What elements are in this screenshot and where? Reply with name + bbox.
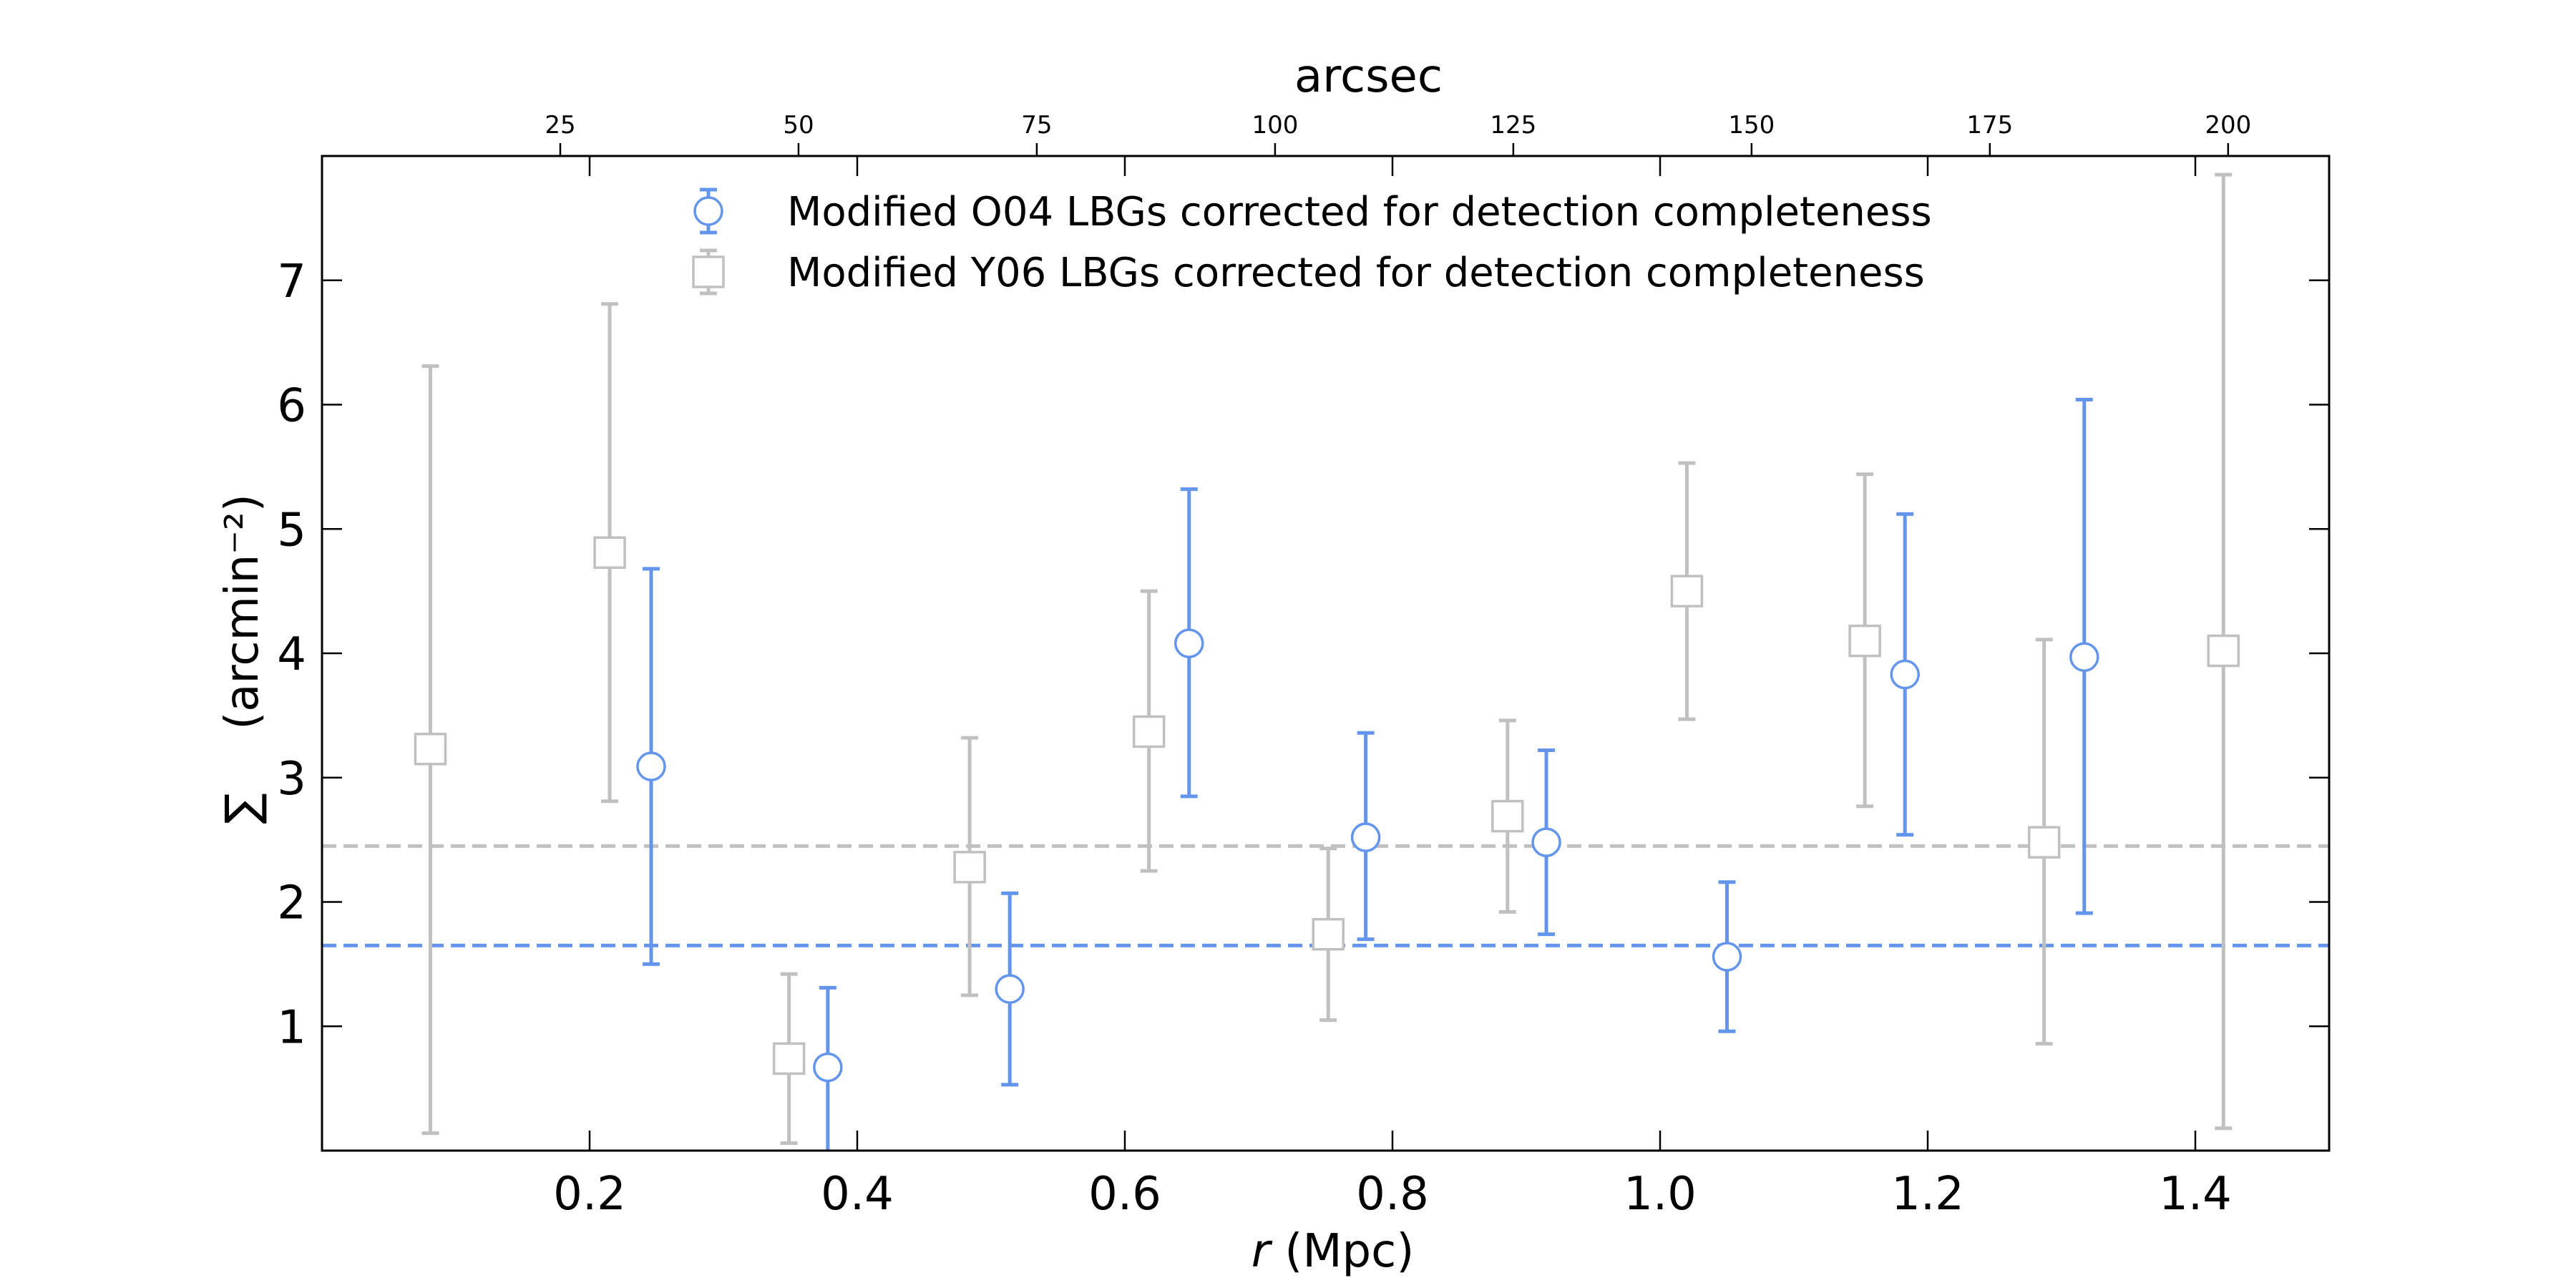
top-tick-label: 125 [1490, 111, 1536, 140]
x-tick-label: 1.4 [2159, 1168, 2232, 1221]
legend-label: Modified O04 LBGs corrected for detectio… [787, 189, 1932, 235]
top-tick-label: 150 [1728, 111, 1775, 140]
top-tick-label: 25 [545, 111, 575, 140]
data-point-square [1312, 917, 1345, 951]
data-point-square [414, 733, 447, 766]
y-axis-title: ∑ (arcmin⁻²) [216, 494, 269, 824]
legend: Modified O04 LBGs corrected for detectio… [692, 187, 1932, 296]
top-tick-label: 75 [1021, 111, 1052, 140]
data-point-square [1848, 624, 1881, 658]
data-point-square [953, 851, 986, 884]
y-tick-label: 5 [277, 504, 306, 557]
y-tick-label: 2 [277, 877, 306, 930]
x-axis-title: r (Mpc) [1252, 1225, 1415, 1278]
data-point-square [2027, 826, 2061, 859]
data-point-circle [1890, 659, 1920, 690]
y-axis-sigma-symbol: ∑ [216, 793, 269, 824]
data-series [414, 172, 2240, 1151]
data-point-circle [1531, 827, 1561, 857]
data-point-square [2207, 634, 2240, 668]
y-tick-label: 3 [277, 753, 306, 806]
x-tick-label: 1.2 [1891, 1168, 1964, 1221]
data-point-circle [636, 751, 666, 781]
data-point-circle [1174, 628, 1204, 658]
plot-frame [321, 155, 2331, 1152]
x-axis-variable: r [1252, 1225, 1273, 1278]
data-point-square [1491, 799, 1524, 833]
legend-marker-square [692, 255, 725, 288]
data-point-circle [1350, 822, 1381, 852]
data-point-square [772, 1042, 806, 1075]
data-point-circle [1712, 942, 1742, 972]
y-tick-label: 1 [277, 1001, 306, 1054]
top-tick-label: 50 [783, 111, 814, 140]
x-axis-unit: (Mpc) [1270, 1225, 1414, 1278]
data-point-circle [2069, 642, 2099, 672]
mean-lines [322, 844, 2329, 947]
y-axis-unit: (arcmin⁻²) [216, 494, 269, 729]
y-tick-label: 4 [277, 628, 306, 681]
legend-label: Modified Y06 LBGs corrected for detectio… [787, 250, 1925, 296]
y-tick-label: 6 [277, 380, 306, 433]
axis-ticks: 0.2 0.4 0.6 0.8 1.0 1.2 1.4 1 2 3 4 5 6 7 25 50 75 100 125… [277, 111, 2329, 1221]
x-tick-label: 0.2 [553, 1168, 626, 1221]
y-tick-label: 7 [277, 255, 306, 308]
x-tick-label: 0.6 [1088, 1168, 1161, 1221]
x-tick-label: 0.8 [1356, 1168, 1429, 1221]
data-point-square [593, 536, 626, 570]
data-point-circle [813, 1052, 843, 1083]
x-tick-label: 1.0 [1624, 1168, 1697, 1221]
top-tick-label: 100 [1252, 111, 1298, 140]
data-point-square [1670, 575, 1704, 608]
top-axis-title: arcsec [1294, 50, 1443, 103]
data-point-square [1132, 715, 1166, 748]
x-tick-label: 0.4 [821, 1168, 894, 1221]
legend-marker-circle [693, 196, 723, 226]
top-tick-label: 175 [1966, 111, 2013, 140]
data-point-circle [995, 974, 1025, 1004]
top-tick-label: 200 [2205, 111, 2251, 140]
